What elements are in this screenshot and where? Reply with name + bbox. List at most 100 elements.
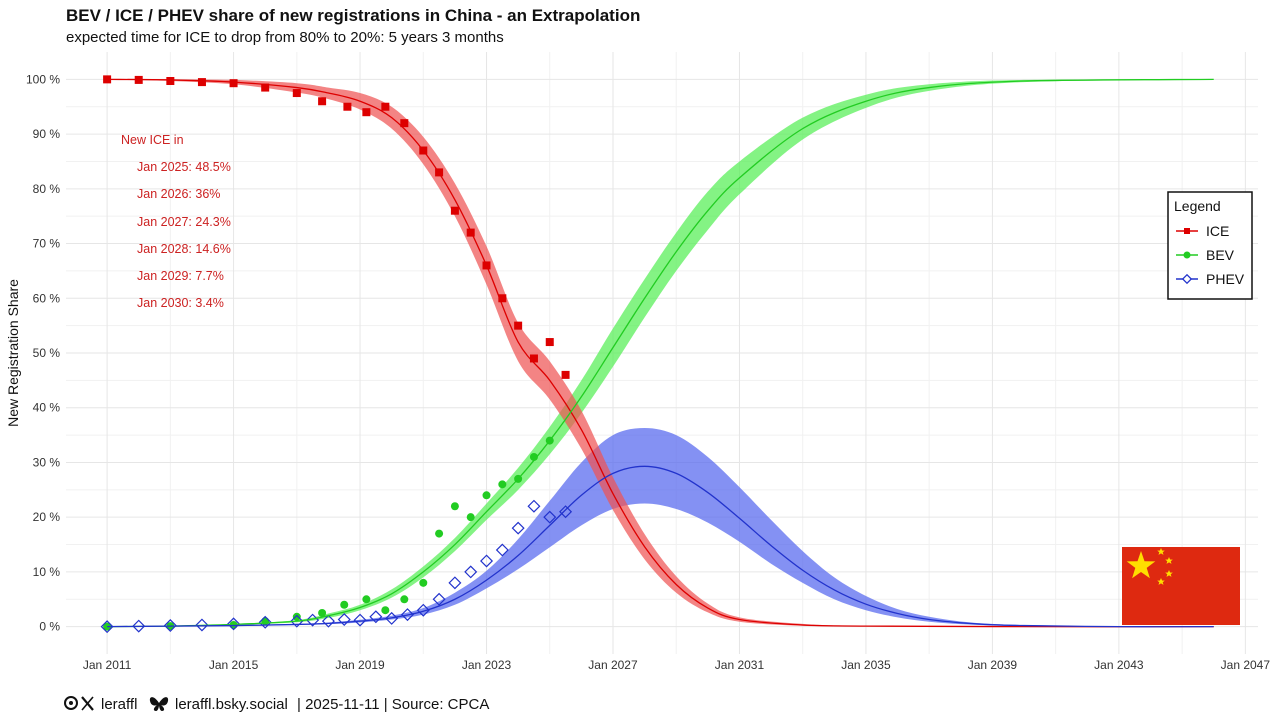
fit-line-bev — [107, 78, 1214, 628]
observed-point-bev — [362, 595, 371, 604]
observed-point-ice — [318, 97, 327, 106]
y-tick-label: 60 % — [33, 291, 61, 305]
observed-point-phev — [511, 521, 525, 535]
china-flag — [1122, 547, 1240, 625]
flag-small-star-icon — [1157, 548, 1165, 555]
observed-point-phev — [100, 620, 114, 634]
observed-point-ice — [466, 228, 475, 237]
observed-point-bev — [340, 600, 349, 609]
observed-point-bev — [381, 606, 390, 615]
fit-line-ice — [107, 78, 1214, 628]
observed-point-phev — [432, 592, 446, 606]
x-tick-label: Jan 2011 — [83, 658, 132, 672]
x-tick-label: Jan 2015 — [209, 658, 259, 672]
legend-box — [1167, 191, 1253, 300]
ice-annotation: New ICE in Jan 2025: 48.5% Jan 2026: 36%… — [121, 133, 231, 310]
y-tick-label: 80 % — [33, 182, 61, 196]
y-tick-label: 30 % — [33, 455, 61, 469]
observed-point-ice — [400, 119, 409, 128]
observed-point-phev — [385, 611, 399, 625]
observed-point-bev — [482, 491, 491, 500]
annotation-line: Jan 2026: 36% — [137, 187, 220, 201]
x-tick-label: Jan 2019 — [335, 658, 385, 672]
diamond-marker-icon — [1181, 273, 1193, 285]
x-tick-label: Jan 2043 — [1094, 658, 1144, 672]
y-tick-label: 100 % — [26, 72, 60, 86]
y-axis: 0 % 10 % 20 % 30 % 40 % 50 % 60 % 70 % 80 % 90 % 1… — [26, 72, 60, 633]
observed-point-ice — [450, 206, 459, 215]
flag-small-star-icon — [1165, 557, 1173, 564]
circle-marker-icon — [1183, 251, 1191, 259]
observed-point-phev — [400, 608, 414, 622]
x-tick-label: Jan 2039 — [968, 658, 1018, 672]
observed-point-ice — [229, 79, 238, 88]
flag-small-star-icon — [1157, 578, 1165, 585]
observed-point-phev — [163, 619, 177, 633]
observed-point-phev — [543, 510, 557, 524]
x-axis: Jan 2011 Jan 2015 Jan 2019 Jan 2023 Jan 2027… — [83, 658, 1271, 672]
x-logo-icon — [81, 696, 94, 711]
observed-point-phev — [306, 613, 320, 627]
footer-bsky-handle: leraffl.bsky.social — [175, 696, 288, 713]
x-tick-label: Jan 2023 — [462, 658, 512, 672]
legend-label: PHEV — [1206, 271, 1245, 287]
observed-point-ice — [166, 77, 175, 86]
observed-point-ice — [529, 354, 538, 363]
y-tick-label: 40 % — [33, 401, 61, 415]
observed-point-ice — [292, 89, 301, 98]
observed-point-bev — [435, 529, 444, 538]
observed-point-ice — [362, 108, 371, 117]
fit-line-phev — [107, 465, 1214, 628]
observed-point-ice — [381, 102, 390, 111]
observed-point-ice — [545, 338, 554, 347]
observed-point-bev — [498, 480, 507, 489]
observed-point-phev — [416, 603, 430, 617]
observed-point-ice — [261, 83, 270, 92]
fit-lines — [107, 78, 1214, 628]
legend-item-phev: PHEV — [1176, 271, 1245, 287]
y-tick-label: 70 % — [33, 237, 61, 251]
footer-meta: | 2025-11-11 | Source: CPCA — [297, 696, 489, 713]
square-marker-icon — [1184, 228, 1190, 234]
observed-point-phev — [527, 499, 541, 513]
annotation-heading: New ICE in — [121, 133, 184, 147]
y-tick-label: 10 % — [33, 565, 61, 579]
observed-point-phev — [559, 505, 573, 519]
y-tick-label: 0 % — [39, 620, 60, 634]
observed-point-ice — [197, 78, 206, 87]
observed-point-bev — [261, 617, 270, 626]
legend-item-bev: BEV — [1176, 247, 1235, 263]
annotation-line: Jan 2028: 14.6% — [137, 242, 231, 256]
observed-point-phev — [448, 576, 462, 590]
footer-x-handle: leraffl — [101, 696, 137, 713]
observed-point-bev — [419, 578, 428, 587]
observed-point-phev — [227, 617, 241, 631]
x-tick-label: Jan 2035 — [841, 658, 891, 672]
observed-point-ice — [561, 370, 570, 379]
observed-points — [100, 75, 573, 634]
footer: leraffl leraffl.bsky.social | 2025-11-11… — [64, 696, 489, 713]
observed-point-phev — [353, 613, 367, 627]
y-tick-label: 90 % — [33, 127, 61, 141]
observed-point-bev — [450, 502, 459, 511]
observed-point-bev — [400, 595, 409, 604]
legend-item-ice: ICE — [1176, 223, 1229, 239]
x-tick-label: Jan 2047 — [1221, 658, 1271, 672]
legend-label: BEV — [1206, 247, 1235, 263]
legend: Legend ICE BEV PHEV — [1167, 191, 1253, 300]
observed-point-phev — [132, 619, 146, 633]
annotation-line: Jan 2030: 3.4% — [137, 296, 224, 310]
flag-small-star-icon — [1165, 570, 1173, 577]
annotation-line: Jan 2025: 48.5% — [137, 160, 231, 174]
y-tick-label: 20 % — [33, 510, 61, 524]
observed-point-bev — [318, 608, 327, 617]
chart-title: BEV / ICE / PHEV share of new registrati… — [66, 6, 640, 25]
observed-point-ice — [514, 321, 523, 330]
legend-title: Legend — [1174, 198, 1221, 214]
flag-big-star-icon — [1126, 551, 1156, 579]
observed-point-phev — [495, 543, 509, 557]
confidence-band-phev — [107, 427, 1214, 627]
observed-point-bev — [292, 612, 301, 621]
observed-point-ice — [498, 294, 507, 303]
